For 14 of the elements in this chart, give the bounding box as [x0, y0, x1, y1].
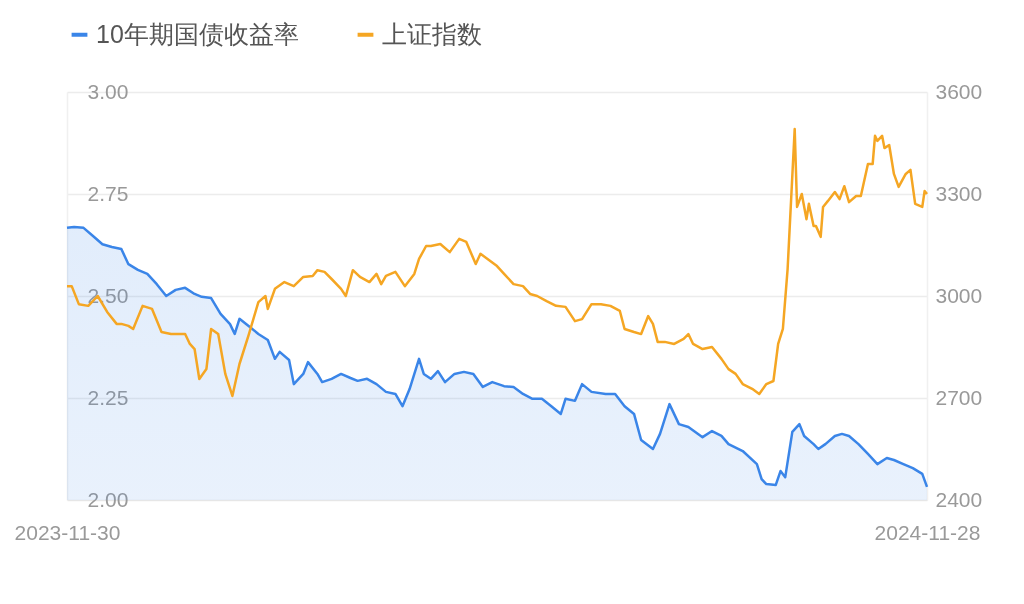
y2-tick-label: 3600: [935, 79, 983, 103]
x-tick-label: 2023-11-30: [14, 520, 121, 544]
y2-tick-label: 2400: [935, 487, 983, 511]
y2-tick-label: 3000: [935, 283, 983, 307]
x-tick-label: 2024-11-28: [874, 520, 981, 544]
y-tick-label: 2.50: [87, 283, 129, 307]
y-tick-label: 2.00: [87, 487, 129, 511]
legend-label: 10年期国债收益率: [96, 19, 299, 48]
y-tick-label: 2.75: [87, 181, 129, 205]
y-tick-label: 3.00: [87, 79, 129, 103]
legend-label: 上证指数: [382, 19, 482, 48]
y-tick-label: 2.25: [87, 385, 129, 409]
y2-tick-label: 3300: [935, 181, 983, 205]
y2-tick-label: 2700: [935, 385, 983, 409]
